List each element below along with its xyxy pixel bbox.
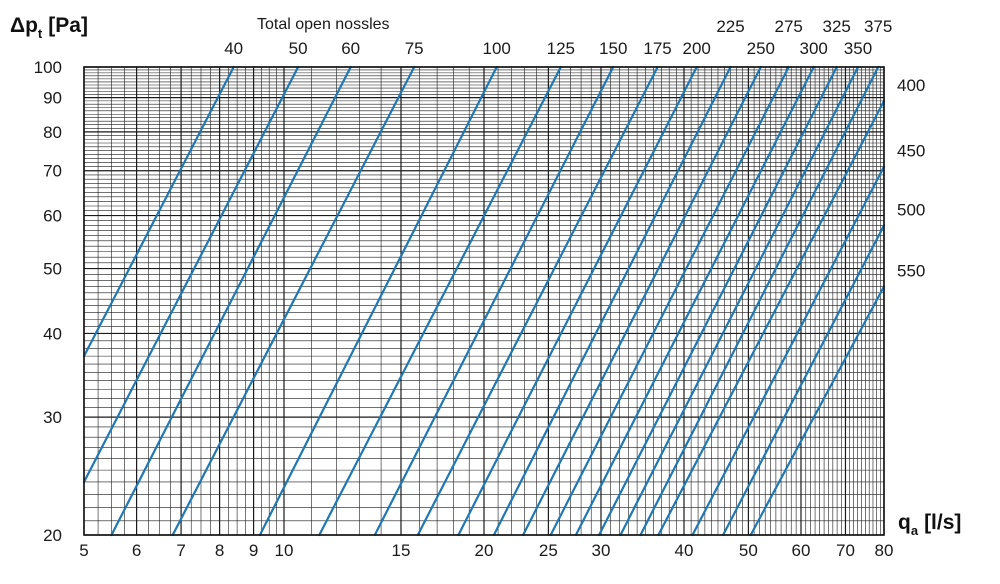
series-label-right: 500 (897, 200, 925, 219)
series-right-labels: 400 450 500 550 (897, 76, 925, 281)
series-label-top: 250 (747, 39, 775, 58)
series-line-40 (84, 67, 234, 356)
top-axis-title: Total open nossles (257, 16, 390, 33)
y-tick-label: 80 (43, 123, 62, 142)
x-axis-label: qa [l/s] (898, 511, 961, 538)
series-label-top: 275 (775, 17, 803, 36)
series-label-top: 100 (483, 39, 511, 58)
series-line-500 (723, 225, 884, 535)
y-tick-label: 50 (43, 260, 62, 279)
y-tick-label: 30 (43, 408, 62, 427)
chart-grid (84, 67, 884, 535)
series-label-top: 300 (800, 39, 828, 58)
series-label-top: 40 (224, 39, 243, 58)
x-tick-label: 40 (675, 541, 694, 560)
series-label-right: 400 (897, 76, 925, 95)
y-tick-labels: 20 30 40 50 60 70 80 90 100 (34, 58, 62, 545)
series-label-right: 450 (897, 142, 925, 161)
x-tick-label: 7 (176, 541, 185, 560)
series-line-275 (551, 67, 789, 535)
x-tick-label: 50 (739, 541, 758, 560)
x-tick-label: 9 (249, 541, 258, 560)
series-label-top: 225 (716, 17, 744, 36)
series-label-top: 50 (289, 39, 308, 58)
y-tick-label: 100 (34, 58, 62, 77)
series-label-top: 60 (341, 39, 360, 58)
series-line-450 (693, 167, 885, 535)
x-tick-label: 25 (539, 541, 558, 560)
series-label-top: 350 (844, 39, 872, 58)
series-label-top: 375 (864, 17, 892, 36)
y-tick-label: 60 (43, 207, 62, 226)
series-label-top: 75 (405, 39, 424, 58)
x-tick-label: 80 (875, 541, 894, 560)
x-tick-label: 20 (475, 541, 494, 560)
x-tick-label: 8 (215, 541, 224, 560)
series-label-top: 325 (822, 17, 850, 36)
series-line-250 (523, 67, 761, 535)
series-label-top: 125 (547, 39, 575, 58)
x-tick-label: 30 (592, 541, 611, 560)
series-line-60 (112, 67, 351, 535)
x-tick-label: 5 (79, 541, 88, 560)
x-tick-label: 60 (792, 541, 811, 560)
series-label-top: 175 (643, 39, 671, 58)
y-axis-label: Δpt [Pa] (10, 14, 88, 41)
x-tick-label: 70 (836, 541, 855, 560)
series-label-right: 550 (897, 262, 925, 281)
x-tick-label: 15 (392, 541, 411, 560)
x-tick-label: 6 (132, 541, 141, 560)
series-label-top: 200 (683, 39, 711, 58)
y-tick-label: 40 (43, 324, 62, 343)
x-tick-labels: 5 6 7 8 9 10 15 20 25 30 40 50 60 70 80 (79, 541, 893, 560)
x-tick-label: 10 (275, 541, 294, 560)
series-line-350 (621, 67, 859, 535)
y-tick-label: 20 (43, 526, 62, 545)
series-label-top: 150 (599, 39, 627, 58)
y-tick-label: 70 (43, 162, 62, 181)
y-tick-label: 90 (43, 89, 62, 108)
